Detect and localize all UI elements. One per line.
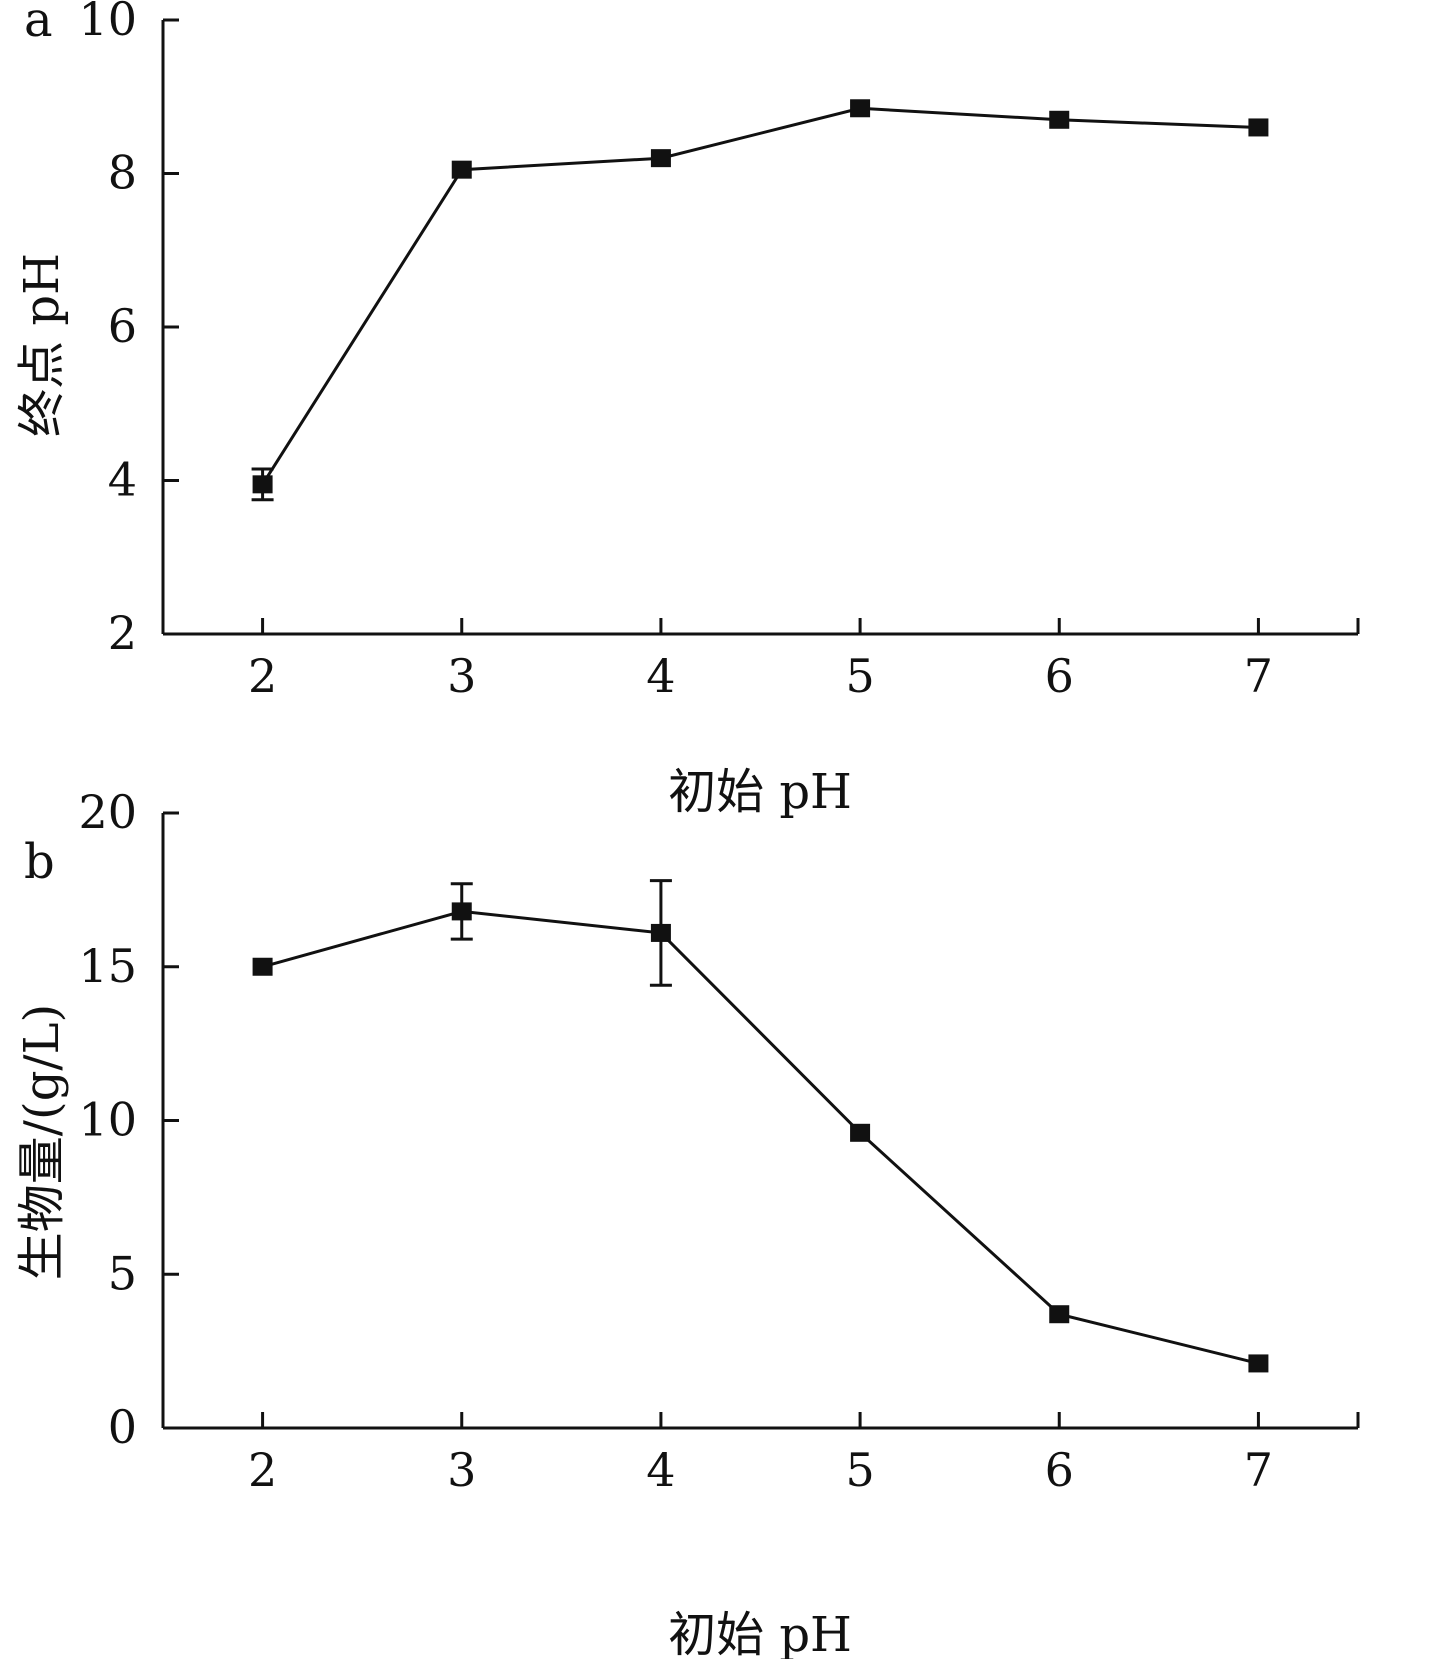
y-axis-title: 终点 pH <box>14 253 70 437</box>
y-tick-label: 15 <box>78 939 137 993</box>
x-tick-label: 3 <box>447 1443 476 1497</box>
data-point <box>252 475 273 494</box>
x-axis-title: 初始 pH <box>668 764 852 820</box>
x-tick-label: 7 <box>1244 649 1273 703</box>
y-tick-label: 20 <box>78 785 137 839</box>
y-axis-title: 生物量/(g/L) <box>14 1004 70 1280</box>
y-tick-label: 0 <box>108 1400 137 1454</box>
data-point <box>1248 118 1269 137</box>
x-axis-title: 初始 pH <box>668 1607 852 1659</box>
y-tick-label: 5 <box>108 1246 137 1300</box>
series-line <box>261 106 1259 486</box>
x-tick-label: 4 <box>646 1443 675 1497</box>
data-point <box>850 99 871 118</box>
x-tick-label: 7 <box>1244 1443 1273 1497</box>
data-point <box>252 957 273 976</box>
data-point <box>1049 110 1070 129</box>
y-tick-label: 8 <box>108 146 137 200</box>
data-point <box>1049 1305 1070 1324</box>
data-point <box>650 923 671 942</box>
x-tick-label: 6 <box>1045 649 1074 703</box>
x-tick-label: 2 <box>248 649 277 703</box>
y-tick-label: 6 <box>108 299 137 353</box>
y-tick-label: 10 <box>78 1093 137 1147</box>
chart-panel-a: a 终点 pH 初始 pH 2 4 6 8 10 2 3 4 5 6 7 <box>14 0 1360 820</box>
y-tick-label: 10 <box>78 0 137 46</box>
data-point <box>850 1123 871 1142</box>
data-point <box>650 149 671 168</box>
y-tick-label: 4 <box>108 453 137 507</box>
x-tick-label: 2 <box>248 1443 277 1497</box>
data-point <box>451 160 472 179</box>
data-point <box>1248 1354 1269 1373</box>
x-tick-label: 4 <box>646 649 675 703</box>
x-tick-label: 5 <box>845 649 874 703</box>
panel-label: a <box>24 0 53 48</box>
x-tick-label: 5 <box>845 1443 874 1497</box>
x-tick-label: 6 <box>1045 1443 1074 1497</box>
chart-panel-b: b 生物量/(g/L) 初始 pH 0 5 10 15 20 2 3 4 5 6 7 <box>14 785 1360 1659</box>
data-point <box>451 902 472 921</box>
series-line <box>262 909 1259 1365</box>
panel-label: b <box>24 834 55 890</box>
y-tick-label: 2 <box>108 606 137 660</box>
x-tick-label: 3 <box>447 649 476 703</box>
